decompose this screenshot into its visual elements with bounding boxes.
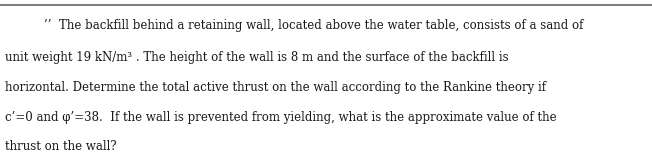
- Text: horizontal. Determine the total active thrust on the wall according to the Ranki: horizontal. Determine the total active t…: [5, 81, 546, 94]
- Text: ’’  The backfill behind a retaining wall, located above the water table, consist: ’’ The backfill behind a retaining wall,…: [44, 19, 584, 32]
- Text: c’=0 and φ’=38.  If the wall is prevented from yielding, what is the approximate: c’=0 and φ’=38. If the wall is prevented…: [5, 111, 557, 124]
- Text: thrust on the wall?: thrust on the wall?: [5, 140, 117, 153]
- Text: unit weight 19 kN/m³ . The height of the wall is 8 m and the surface of the back: unit weight 19 kN/m³ . The height of the…: [5, 51, 509, 64]
